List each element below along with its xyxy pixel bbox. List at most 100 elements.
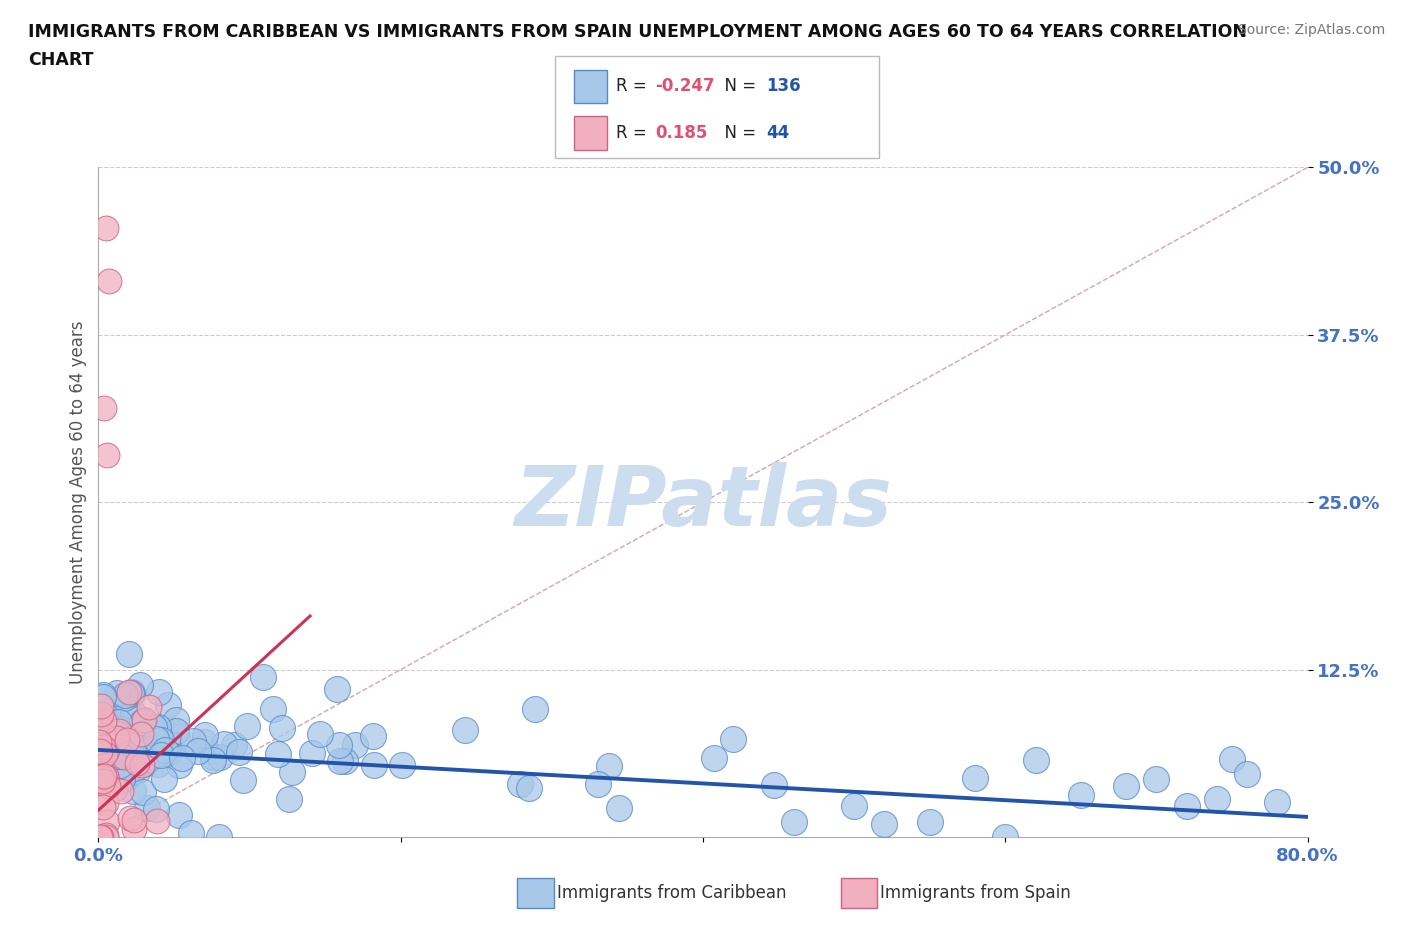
Point <box>148 727 170 742</box>
Point <box>110 741 132 756</box>
Point <box>523 701 546 716</box>
Point <box>328 737 350 752</box>
Point <box>165 725 187 740</box>
Point <box>129 726 152 741</box>
Point <box>111 756 134 771</box>
Point <box>105 766 128 781</box>
Point <box>87 749 110 764</box>
Point <box>187 744 209 759</box>
Point <box>94 769 117 784</box>
Point <box>153 772 176 787</box>
Point <box>91 739 114 754</box>
Point <box>153 743 176 758</box>
Point <box>94 830 117 844</box>
Point <box>96 448 118 463</box>
Point <box>169 807 191 822</box>
Point <box>93 768 115 783</box>
Point <box>598 758 620 773</box>
Point <box>134 712 156 727</box>
Point <box>180 826 202 841</box>
Point <box>509 777 531 791</box>
Point <box>94 768 117 783</box>
Point <box>329 753 352 768</box>
Point <box>93 711 115 725</box>
Text: ZIPatlas: ZIPatlas <box>515 461 891 543</box>
Point <box>114 687 136 702</box>
Point <box>235 719 257 734</box>
Point <box>918 814 941 829</box>
Point <box>159 740 181 755</box>
Point <box>1144 772 1167 787</box>
Point <box>107 714 129 729</box>
Point <box>228 745 250 760</box>
Point <box>121 686 143 701</box>
Text: 0.185: 0.185 <box>655 124 707 142</box>
Point <box>127 755 149 770</box>
Point <box>93 401 115 416</box>
Point <box>120 737 142 751</box>
Point <box>721 732 744 747</box>
Point <box>91 774 114 789</box>
Point <box>89 698 111 713</box>
Point <box>114 770 136 785</box>
Point <box>105 726 128 741</box>
Point <box>91 689 114 704</box>
Text: 44: 44 <box>766 124 790 142</box>
Point <box>363 757 385 772</box>
Point <box>89 743 111 758</box>
Point <box>1206 792 1229 807</box>
Point <box>994 830 1017 844</box>
Text: N =: N = <box>714 77 762 96</box>
Text: N =: N = <box>714 124 762 142</box>
Point <box>1115 779 1137 794</box>
Point <box>201 750 224 764</box>
Point <box>134 712 156 727</box>
Point <box>110 722 132 737</box>
Point <box>148 684 170 699</box>
Point <box>118 684 141 699</box>
Point <box>108 724 131 738</box>
Point <box>91 687 114 702</box>
Point <box>129 726 152 741</box>
Point <box>252 670 274 684</box>
Point <box>96 770 118 785</box>
Point <box>96 795 118 810</box>
Point <box>112 750 135 764</box>
Point <box>93 727 115 742</box>
Text: CHART: CHART <box>28 51 94 69</box>
Text: Source: ZipAtlas.com: Source: ZipAtlas.com <box>1237 23 1385 37</box>
Point <box>112 703 135 718</box>
Point <box>1236 767 1258 782</box>
Point <box>232 773 254 788</box>
Point <box>104 732 127 747</box>
Point <box>121 684 143 699</box>
Point <box>873 817 896 831</box>
Point <box>108 774 131 789</box>
Point <box>96 828 118 843</box>
Point <box>90 706 112 721</box>
Point <box>343 737 366 752</box>
Point <box>782 814 804 829</box>
Text: 136: 136 <box>766 77 801 96</box>
Point <box>135 756 157 771</box>
Point <box>117 721 139 736</box>
Point <box>145 722 167 737</box>
Point <box>145 732 167 747</box>
Point <box>89 830 111 844</box>
Point <box>115 732 138 747</box>
Point <box>104 734 127 749</box>
Point <box>108 762 131 777</box>
Point <box>1070 788 1092 803</box>
Point <box>105 685 128 700</box>
Point <box>132 785 155 800</box>
Point <box>138 699 160 714</box>
Point <box>120 685 142 700</box>
Point <box>97 778 120 793</box>
Point <box>90 723 112 737</box>
Point <box>90 769 112 784</box>
Point <box>267 747 290 762</box>
Point <box>93 768 115 783</box>
Point <box>110 784 132 799</box>
Point <box>121 756 143 771</box>
Point <box>308 726 330 741</box>
